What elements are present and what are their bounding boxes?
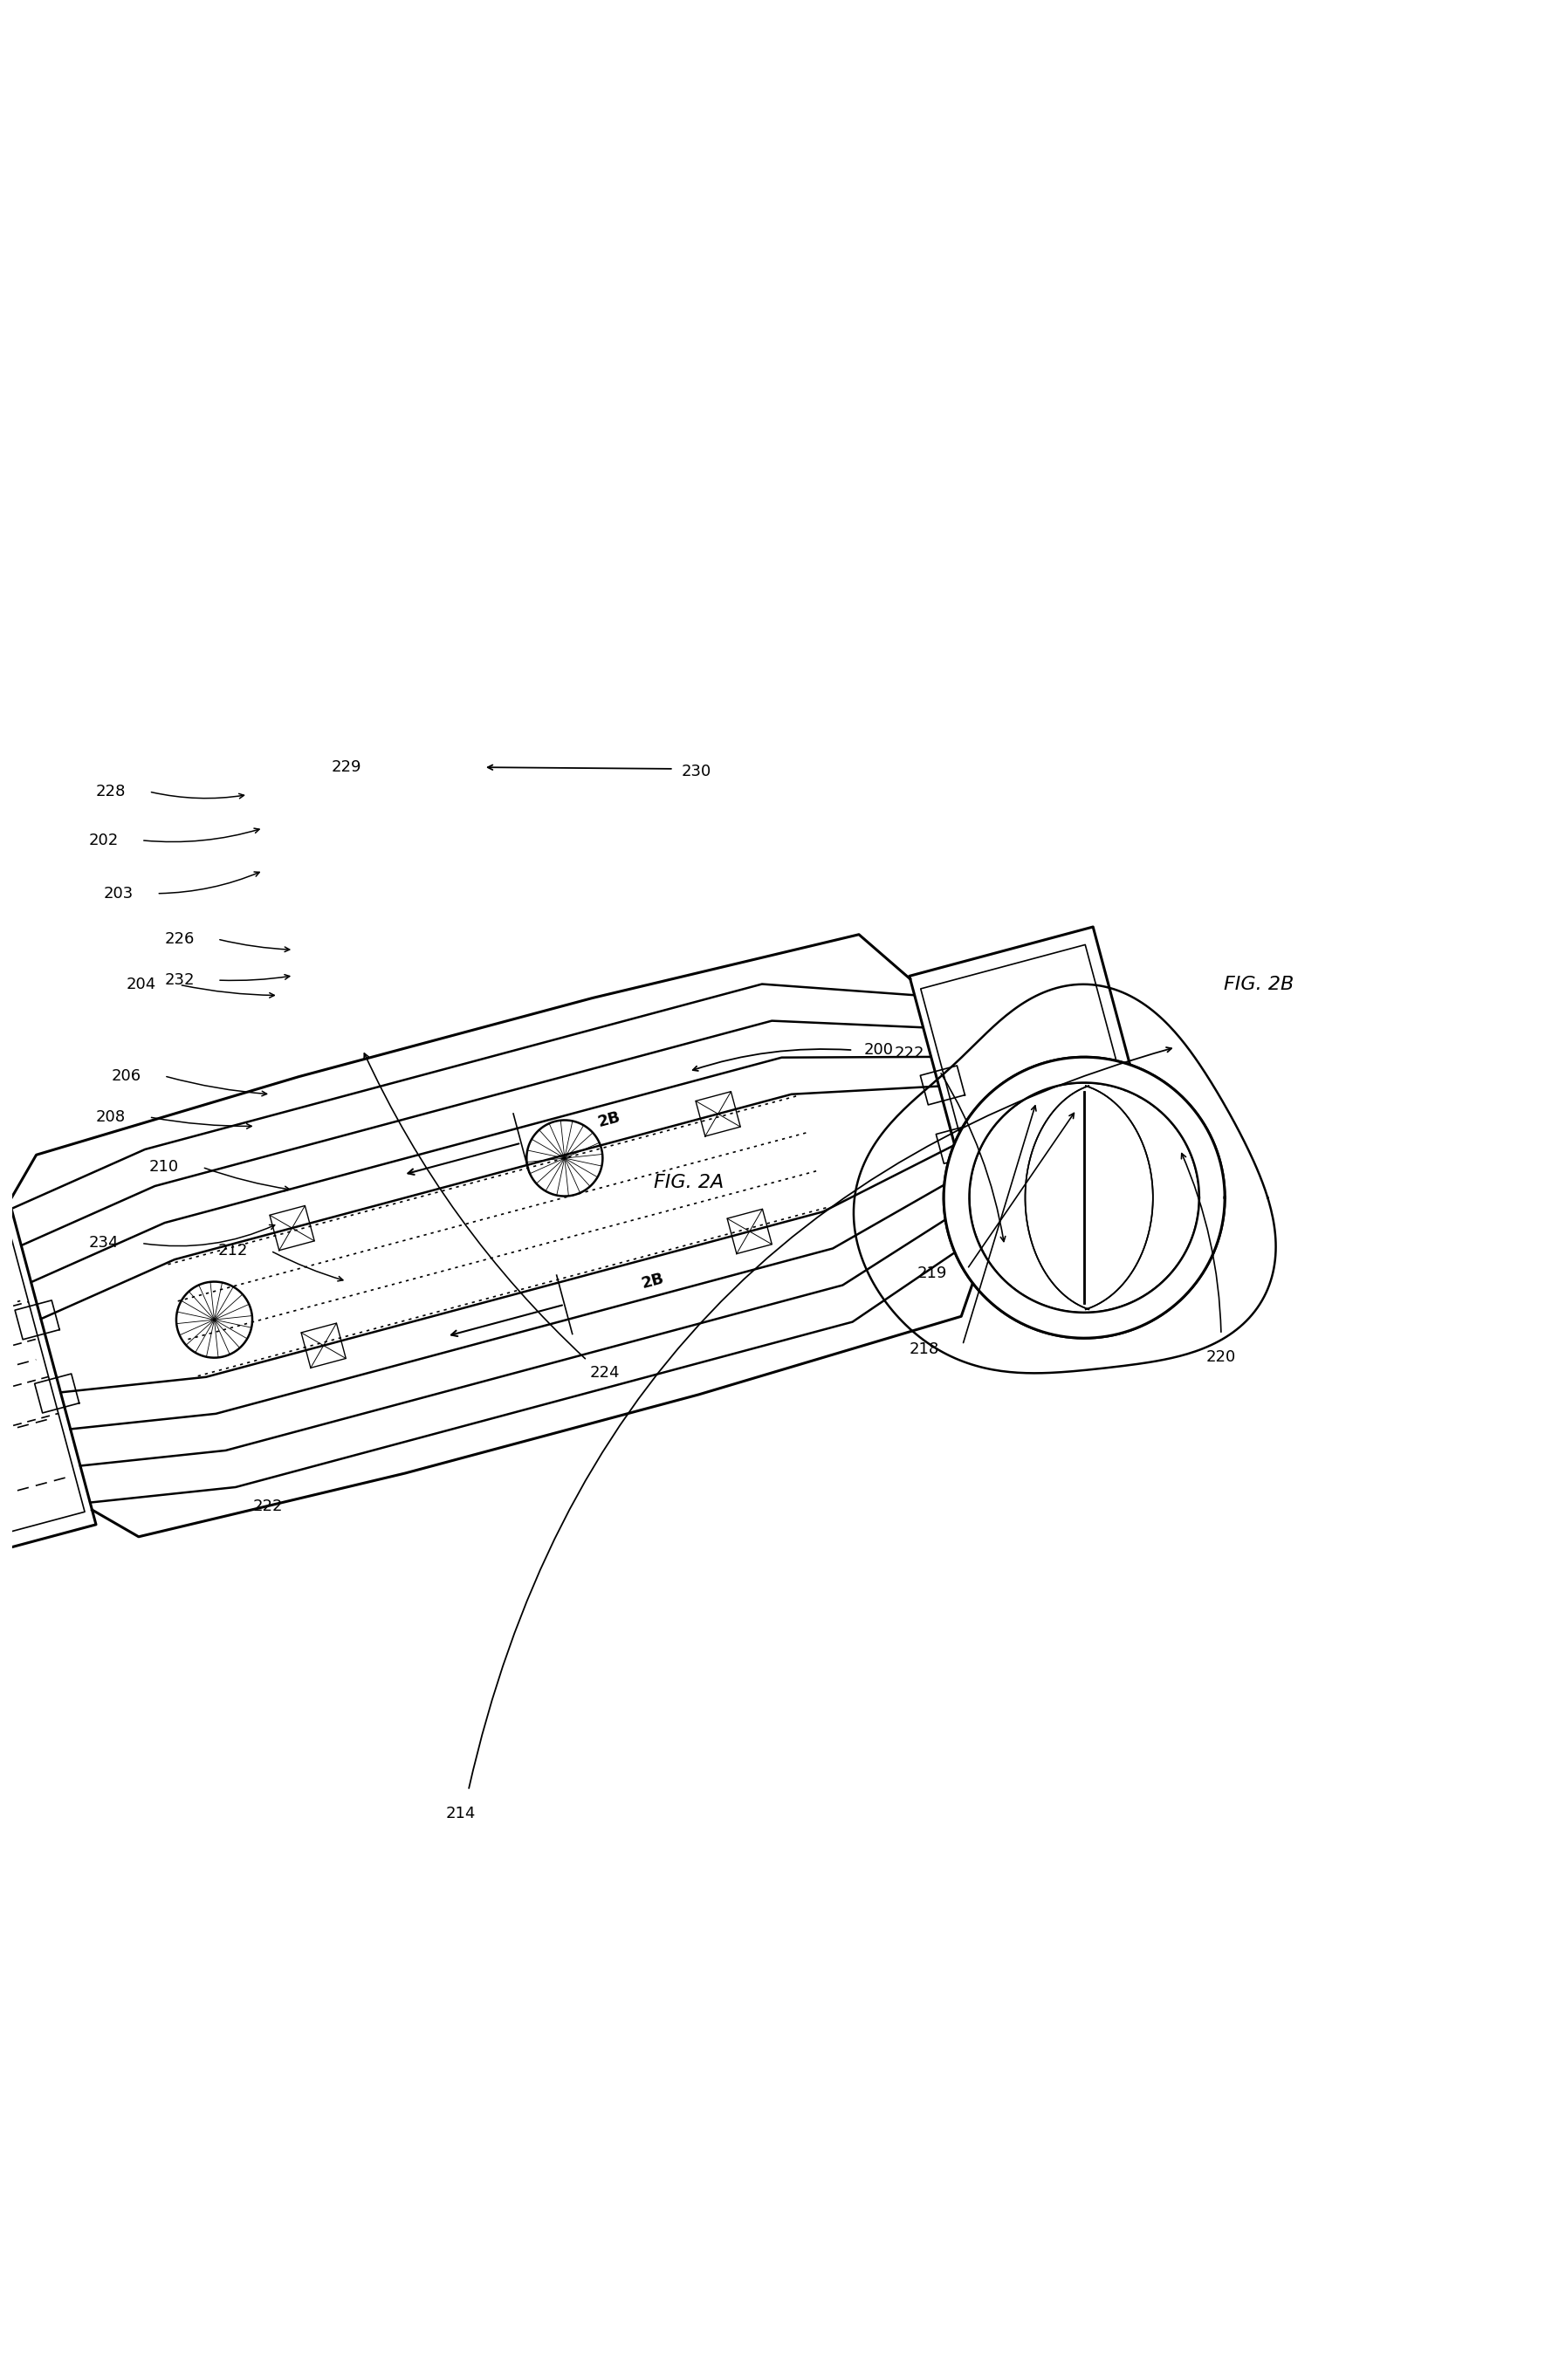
Text: 208: 208 <box>96 1109 125 1126</box>
Text: 222: 222 <box>895 1045 924 1061</box>
Text: 222: 222 <box>252 1499 283 1514</box>
Text: 202: 202 <box>88 833 119 847</box>
Text: 232: 232 <box>164 973 195 988</box>
Text: 228: 228 <box>96 783 127 800</box>
Text: 214: 214 <box>447 1806 476 1821</box>
Text: 2B: 2B <box>640 1271 666 1292</box>
Polygon shape <box>970 1083 1197 1311</box>
Text: 220: 220 <box>1207 1349 1236 1366</box>
Text: 229: 229 <box>332 759 362 776</box>
Text: 206: 206 <box>111 1069 141 1083</box>
Polygon shape <box>176 1283 252 1357</box>
Text: 204: 204 <box>127 976 156 992</box>
Text: 212: 212 <box>218 1242 247 1259</box>
Text: 226: 226 <box>164 931 195 947</box>
Polygon shape <box>944 1057 1225 1338</box>
Text: 200: 200 <box>864 1042 895 1059</box>
Text: 234: 234 <box>88 1235 119 1252</box>
Text: 2B: 2B <box>596 1109 623 1130</box>
Text: 224: 224 <box>590 1364 620 1380</box>
Text: 230: 230 <box>681 764 711 781</box>
Text: 203: 203 <box>104 885 133 902</box>
Text: FIG. 2B: FIG. 2B <box>1224 976 1295 992</box>
Text: 218: 218 <box>910 1342 939 1357</box>
Text: 210: 210 <box>150 1159 179 1176</box>
Text: FIG. 2A: FIG. 2A <box>654 1173 725 1190</box>
Text: 219: 219 <box>918 1266 947 1280</box>
Polygon shape <box>527 1121 603 1197</box>
